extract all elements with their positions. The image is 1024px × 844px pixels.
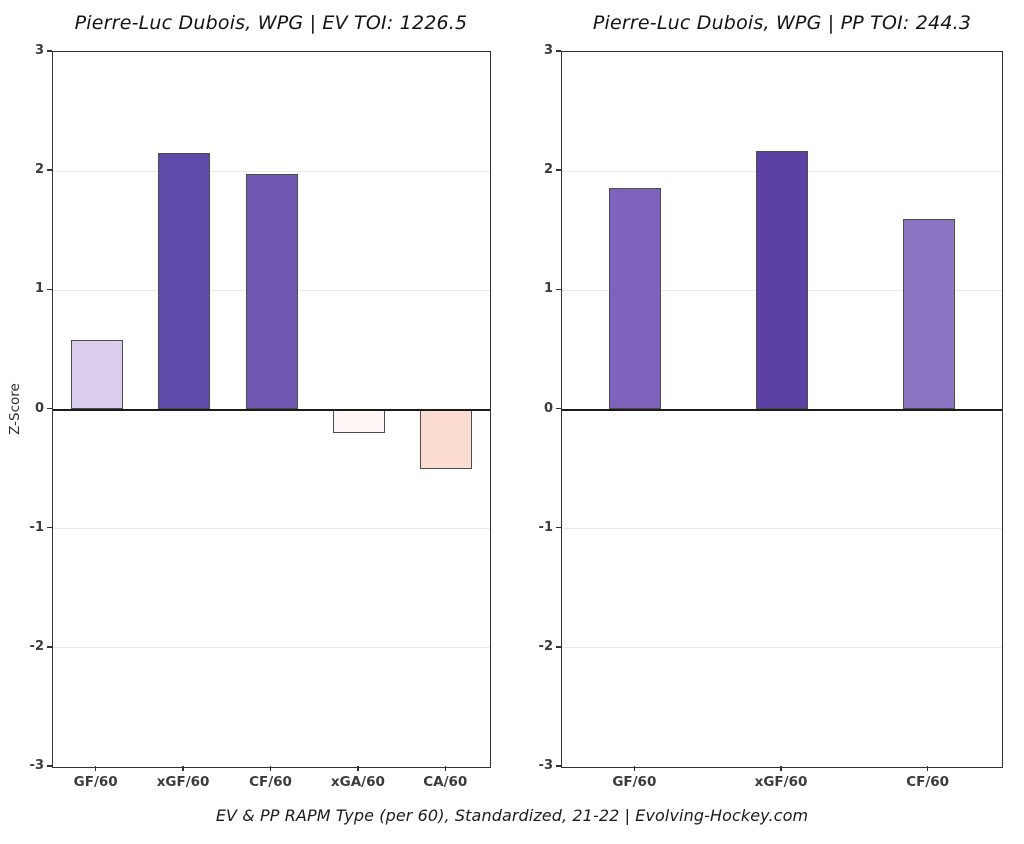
y-tick-label: 1 <box>34 281 44 297</box>
bar-cf-60 <box>245 173 298 410</box>
ev-plot-area <box>52 51 491 768</box>
x-tick-mark <box>94 766 97 771</box>
x-tick-mark <box>269 766 272 771</box>
x-tick-mark <box>633 766 636 771</box>
y-tick-mark <box>47 50 52 52</box>
bar-xgf-60 <box>756 150 808 410</box>
bar-xgf-60 <box>158 153 211 410</box>
y-tick-mark <box>556 765 561 767</box>
gridline-y-2 <box>53 647 490 649</box>
x-tick-mark <box>780 766 782 771</box>
x-tick-mark <box>182 766 184 771</box>
y-tick-label: 3 <box>543 43 553 58</box>
x-tick-label-gf-60: GF/60 <box>612 774 657 790</box>
y-tick-mark <box>47 407 52 410</box>
pp-chart-title: Pierre-Luc Dubois, WPG | PP TOI: 244.3 <box>592 12 972 34</box>
x-tick-label-gf-60: GF/60 <box>73 774 118 790</box>
y-tick-label: -2 <box>538 638 553 654</box>
x-tick-label-cf-60: CF/60 <box>906 774 950 790</box>
y-tick-label: -3 <box>29 758 44 773</box>
bar-cf-60 <box>902 218 955 410</box>
pp-plot-area <box>561 51 1003 768</box>
y-tick-label: -1 <box>29 519 44 535</box>
pp-chart: Pierre-Luc Dubois, WPG | PP TOI: 244.3 3… <box>512 0 1024 800</box>
x-tick-label-cf-60: CF/60 <box>249 774 292 790</box>
gridline-y2 <box>53 170 490 172</box>
figure-caption: EV & PP RAPM Type (per 60), Standardized… <box>215 806 809 825</box>
y-tick-label: -1 <box>538 519 553 535</box>
x-tick-label-ca-60: CA/60 <box>423 774 468 790</box>
bar-xga-60 <box>332 409 385 434</box>
bar-gf-60 <box>609 187 662 410</box>
y-tick-mark <box>556 288 561 291</box>
y-tick-mark <box>47 169 52 171</box>
x-tick-label-xgf-60: xGF/60 <box>754 774 808 790</box>
y-tick-label: 2 <box>543 162 553 178</box>
gridline-y-2 <box>562 647 1002 649</box>
x-tick-mark <box>926 766 929 771</box>
y-tick-label: -2 <box>29 638 44 654</box>
bar-ca-60 <box>420 409 473 470</box>
zero-line <box>53 408 490 411</box>
y-tick-mark <box>47 526 52 529</box>
y-tick-label: 0 <box>543 400 553 416</box>
y-tick-mark <box>47 288 52 291</box>
y-tick-label: 3 <box>34 43 44 58</box>
x-tick-mark <box>357 766 359 771</box>
y-tick-mark <box>556 169 561 171</box>
gridline-y-1 <box>562 528 1002 530</box>
y-tick-label: -3 <box>538 758 553 773</box>
x-tick-label-xga-60: xGA/60 <box>330 774 385 790</box>
ev-chart: Pierre-Luc Dubois, WPG | EV TOI: 1226.5 … <box>0 0 512 800</box>
y-tick-mark <box>556 526 561 529</box>
y-tick-mark <box>556 407 561 410</box>
y-tick-mark <box>47 646 52 648</box>
gridline-y-1 <box>53 528 490 530</box>
y-tick-mark <box>556 50 561 52</box>
y-tick-label: 2 <box>34 162 44 178</box>
ev-chart-title: Pierre-Luc Dubois, WPG | EV TOI: 1226.5 <box>74 12 468 34</box>
x-tick-mark <box>444 766 447 771</box>
y-tick-mark <box>556 646 561 648</box>
zero-line <box>562 408 1002 411</box>
x-tick-label-xgf-60: xGF/60 <box>156 774 210 790</box>
y-tick-label: 0 <box>34 400 44 416</box>
y-tick-label: 1 <box>543 281 553 297</box>
y-tick-mark <box>47 765 52 767</box>
bar-gf-60 <box>70 340 123 410</box>
